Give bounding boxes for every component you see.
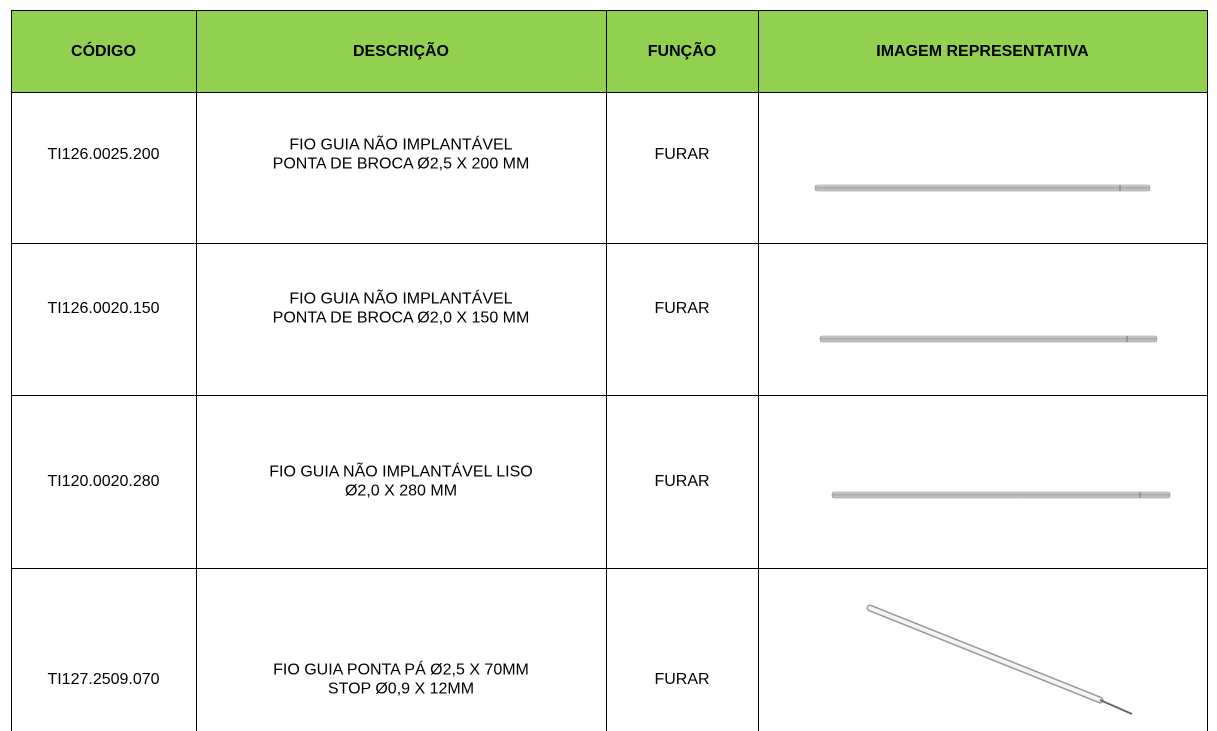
header-background [11,10,1207,92]
function-cell: FURAR [654,300,709,317]
function-cell: FURAR [654,146,709,163]
header-cell: CÓDIGO [71,41,136,60]
description-line: FIO GUIA PONTA PÁ Ø2,5 X 70MM [273,660,529,679]
function-cell: FURAR [654,473,709,490]
description-line: Ø2,0 X 280 MM [345,483,457,500]
description-line: FIO GUIA NÃO IMPLANTÁVEL LISO [269,461,532,481]
rod-image-2 [819,335,1158,343]
code-cell: TI127.2509.070 [47,671,159,688]
description-line: FIO GUIA NÃO IMPLANTÁVEL [289,134,512,154]
description-line: FIO GUIA NÃO IMPLANTÁVEL [289,288,512,308]
description-line: PONTA DE BROCA Ø2,5 X 200 MM [273,156,530,173]
code-cell: TI126.0020.150 [47,300,159,317]
rod-image-1 [814,184,1151,192]
description-line: PONTA DE BROCA Ø2,0 X 150 MM [273,310,530,327]
function-cell: FURAR [654,671,709,688]
header-cell: IMAGEM REPRESENTATIVA [876,43,1089,60]
description-line: STOP Ø0,9 X 12MM [328,681,474,698]
header-cell: FUNÇÃO [648,40,716,60]
code-cell: TI126.0025.200 [47,146,159,163]
rod-image-3 [831,491,1171,499]
rod-image-4 [866,604,1133,715]
header-cell: DESCRIÇÃO [353,40,449,60]
code-cell: TI120.0020.280 [47,473,159,490]
